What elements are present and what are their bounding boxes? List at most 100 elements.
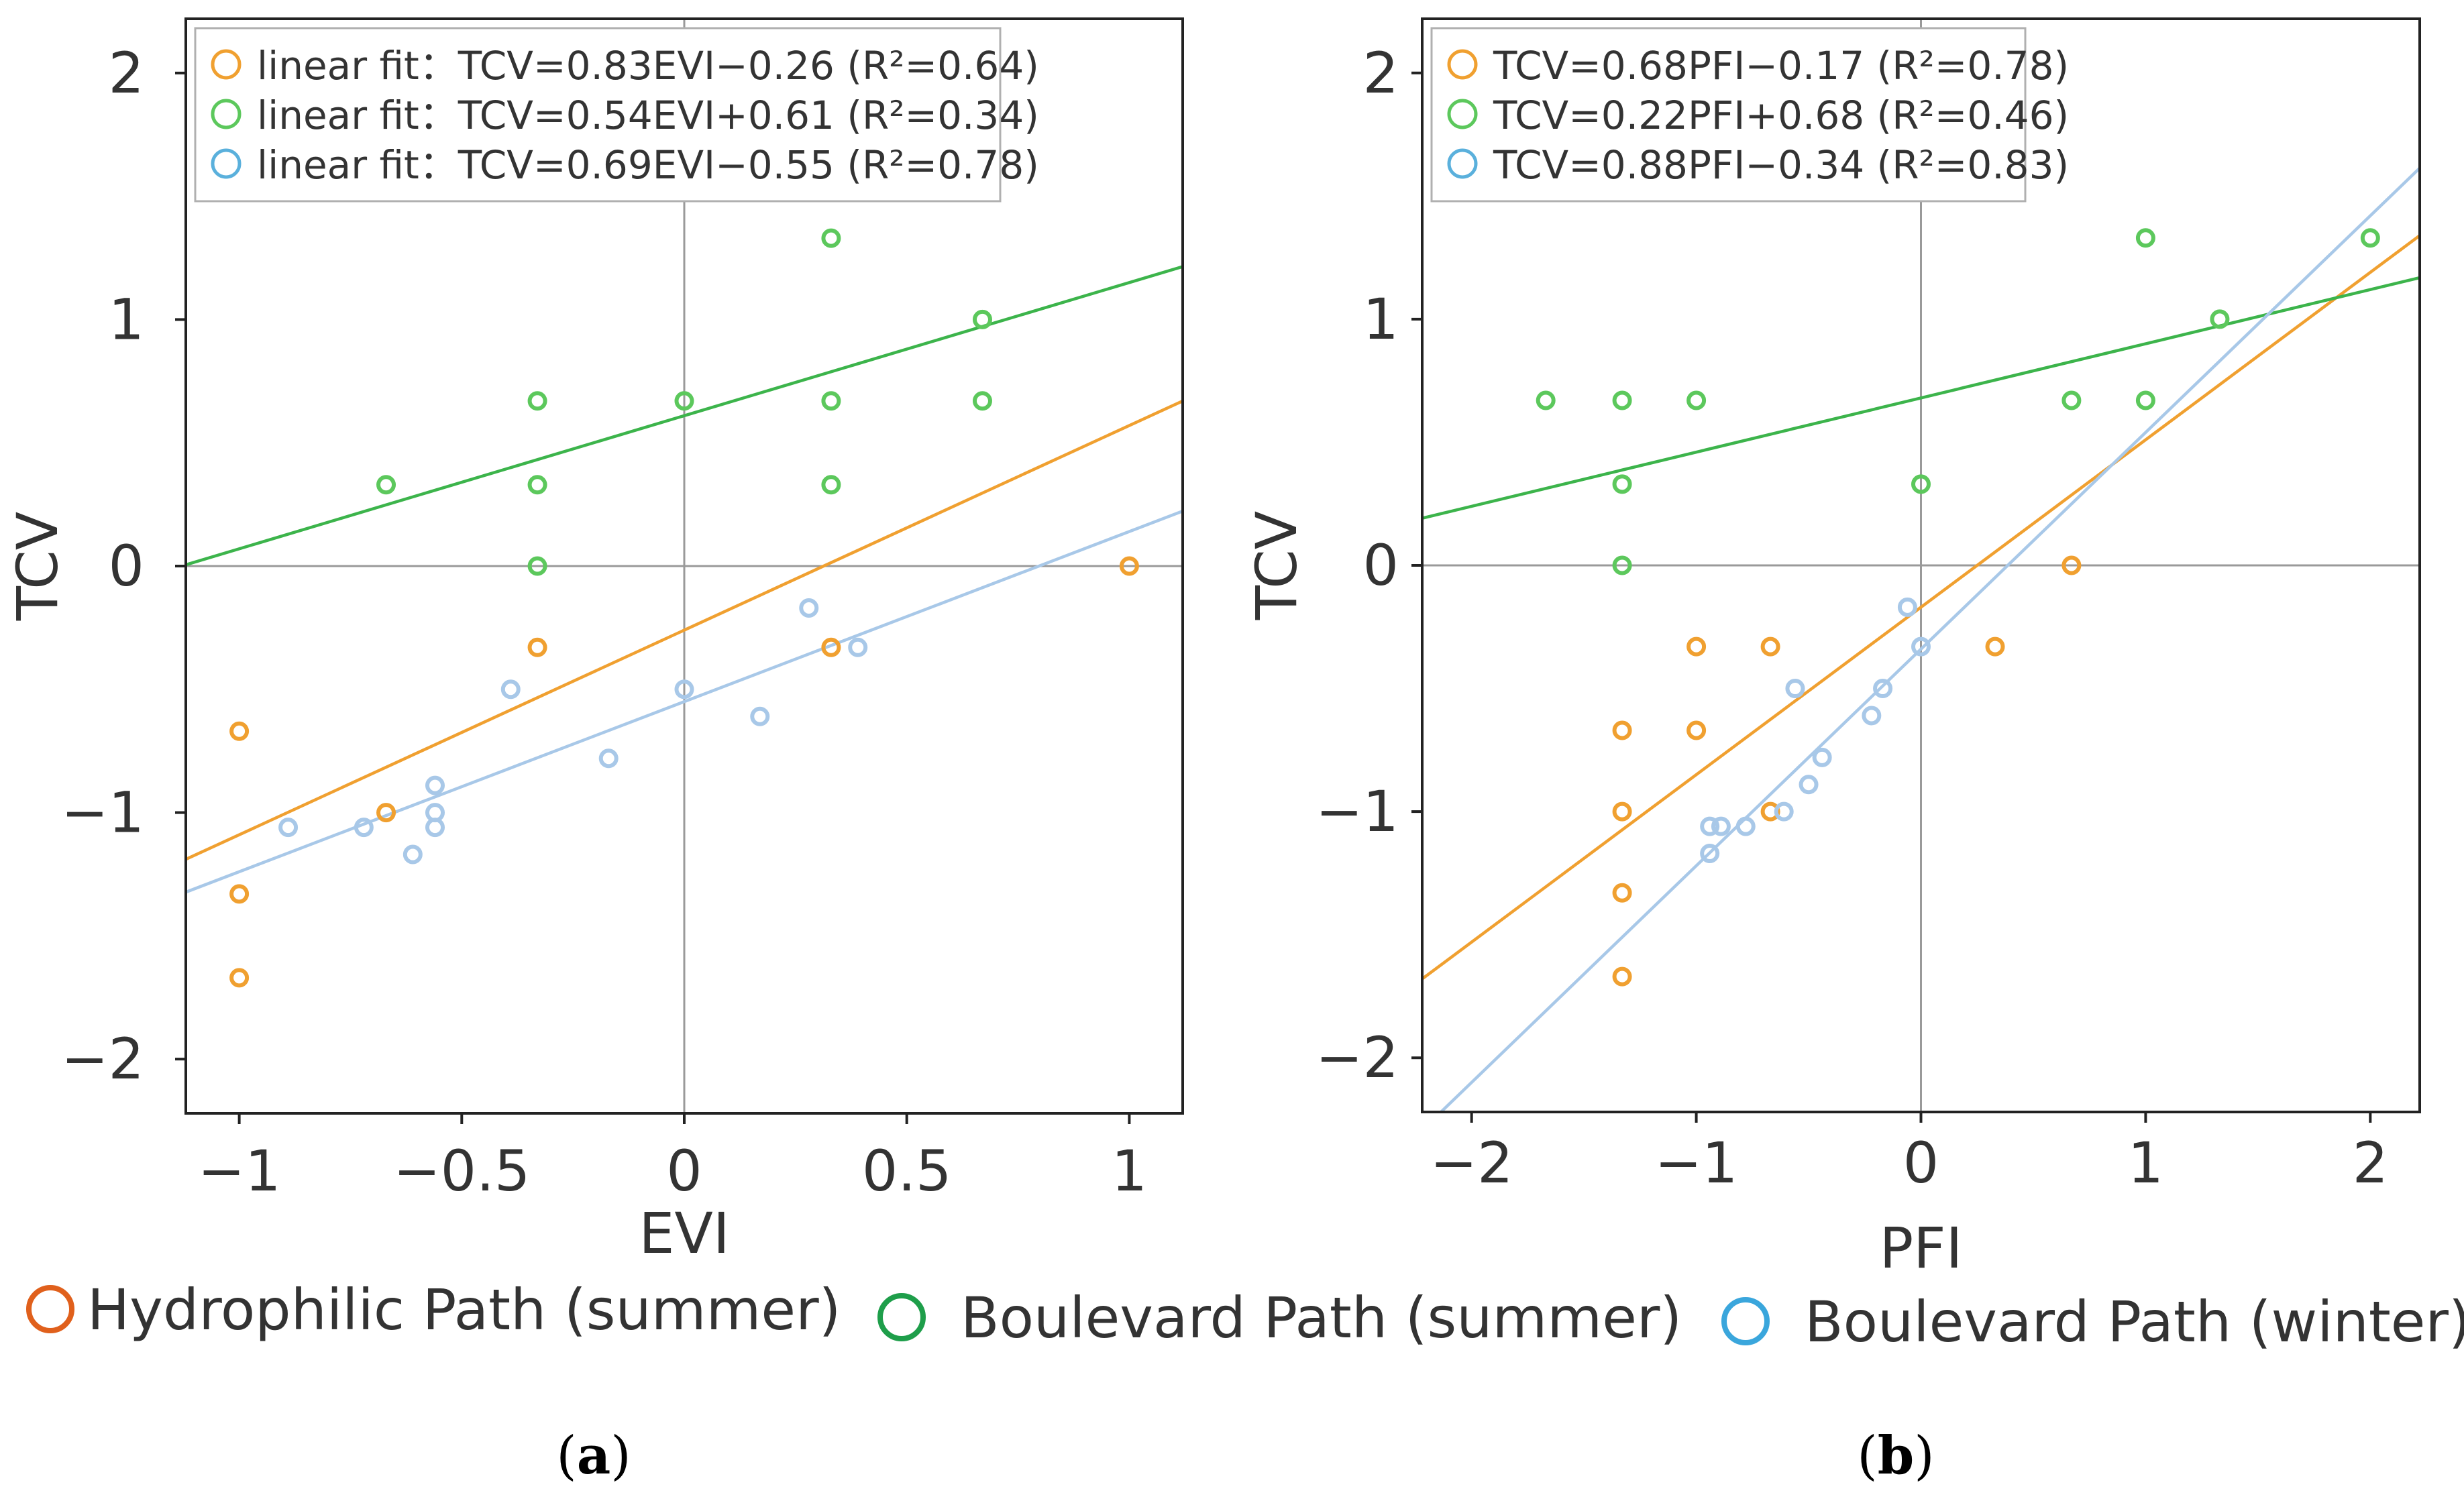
data-point-series-2 — [1735, 816, 1756, 836]
fit-line-series-1 — [186, 265, 1183, 567]
y-tick-label: −1 — [61, 780, 144, 846]
data-point-series-2 — [1873, 679, 1893, 699]
data-point-series-0 — [376, 803, 396, 823]
y-axis-title: TCV — [5, 512, 70, 622]
y-tick-label: −2 — [1316, 1025, 1399, 1091]
panel-label: (b) — [1857, 1425, 1934, 1486]
data-point-series-1 — [2360, 228, 2380, 248]
data-point-series-2 — [1711, 816, 1731, 836]
legend-label: TCV=0.68PFI−0.17 (R²=0.78) — [1493, 43, 2069, 89]
x-axis-title: PFI — [1880, 1215, 1963, 1281]
data-point-series-1 — [821, 475, 841, 495]
y-tick-label: 1 — [109, 286, 144, 352]
fit-lines — [186, 265, 1183, 894]
data-point-series-0 — [821, 637, 841, 657]
y-tick-label: −2 — [61, 1026, 144, 1092]
x-tick-label: 1 — [2128, 1130, 2163, 1196]
y-tick-label: 2 — [109, 40, 144, 106]
data-point-series-0 — [1985, 636, 2005, 657]
x-tick-label: −1 — [198, 1138, 281, 1204]
legend-marker-series-1 — [1447, 99, 1478, 129]
data-point-series-2 — [1897, 597, 1917, 617]
data-point-series-1 — [527, 391, 547, 411]
fit-lines — [1422, 167, 2420, 1112]
fit-line-series-0 — [1422, 234, 2420, 981]
data-point-series-2 — [500, 679, 521, 700]
panel-label-close: ) — [1914, 1426, 1934, 1486]
fit-line-series-0 — [186, 399, 1183, 861]
data-point-series-2 — [425, 775, 445, 795]
data-point-series-2 — [1812, 747, 1832, 767]
data-point-series-1 — [527, 556, 547, 576]
legend-marker-series-0 — [211, 49, 242, 80]
data-point-series-0 — [1612, 720, 1632, 740]
data-point-series-2 — [799, 598, 819, 618]
data-point-series-0 — [1686, 636, 1707, 657]
legend-marker-series-2 — [211, 148, 242, 179]
panel-label-close: ) — [610, 1426, 631, 1486]
y-tick-label: 2 — [1363, 40, 1399, 106]
data-point-series-0 — [229, 884, 250, 904]
data-point-series-2 — [278, 818, 299, 838]
panel-labels: (a) (b) — [556, 1425, 1934, 1486]
x-tick-label: 0 — [1903, 1130, 1939, 1196]
data-point-series-0 — [1612, 883, 1632, 903]
data-point-series-2 — [354, 818, 374, 838]
data-point-series-0 — [1612, 966, 1632, 987]
bottom-legend-marker — [1721, 1297, 1770, 1345]
fit-line-series-2 — [1438, 167, 2420, 1112]
x-tick-label: 0.5 — [862, 1138, 952, 1204]
y-axis-title: TCV — [1244, 511, 1309, 621]
panel-label-letter: a — [577, 1425, 611, 1486]
data-point-series-2 — [598, 748, 619, 769]
x-tick-label: 0 — [666, 1138, 702, 1204]
bottom-legend-label: Hydrophilic Path (summer) — [87, 1277, 841, 1343]
legend-label: linear fit：TCV=0.69EVI−0.55 (R²=0.78) — [257, 142, 1039, 188]
data-point-series-0 — [1686, 720, 1707, 740]
legend-label: TCV=0.22PFI+0.68 (R²=0.46) — [1493, 93, 2069, 138]
x-tick-label: −0.5 — [393, 1138, 530, 1204]
legend-box — [1430, 27, 2027, 203]
y-tick-label: 0 — [1363, 533, 1399, 598]
data-point-series-2 — [403, 844, 423, 865]
x-tick-label: 1 — [1112, 1138, 1147, 1204]
data-point-series-2 — [1774, 801, 1794, 822]
legend-label: TCV=0.88PFI−0.34 (R²=0.83) — [1493, 142, 2069, 188]
data-point-series-0 — [229, 721, 250, 741]
legend-marker-series-2 — [1447, 148, 1478, 179]
panel-label-open: ( — [1857, 1426, 1877, 1486]
x-tick-label: −1 — [1655, 1130, 1738, 1196]
data-point-series-2 — [1700, 816, 1720, 836]
data-point-series-0 — [527, 637, 547, 657]
data-point-series-0 — [1612, 801, 1632, 822]
data-point-series-1 — [821, 228, 841, 248]
data-point-series-1 — [527, 475, 547, 495]
data-point-series-2 — [1911, 636, 1931, 657]
x-tick-label: 2 — [2353, 1130, 2388, 1196]
data-point-series-2 — [1862, 706, 1882, 726]
panel-label-letter: b — [1878, 1425, 1915, 1486]
data-point-series-1 — [972, 309, 992, 329]
data-point-series-2 — [1785, 679, 1805, 699]
y-tick-label: 0 — [109, 533, 144, 599]
data-point-series-2 — [848, 637, 868, 657]
bottom-legend-marker — [877, 1293, 926, 1341]
data-point-series-1 — [1686, 390, 1707, 410]
data-point-series-1 — [1612, 390, 1632, 410]
data-point-series-1 — [1612, 555, 1632, 575]
data-point-series-1 — [2061, 390, 2082, 410]
fit-line-series-2 — [186, 510, 1183, 894]
data-point-series-1 — [1612, 474, 1632, 494]
data-point-series-1 — [376, 475, 396, 495]
data-point-series-2 — [674, 679, 694, 700]
data-point-series-2 — [1799, 775, 1819, 795]
data-point-series-0 — [1760, 636, 1780, 657]
x-axis-title: EVI — [639, 1201, 729, 1266]
data-point-series-2 — [750, 706, 770, 726]
data-point-series-0 — [229, 968, 250, 988]
data-point-series-2 — [425, 818, 445, 838]
legend-label: linear fit：TCV=0.54EVI+0.61 (R²=0.34) — [257, 93, 1039, 138]
x-tick-label: −2 — [1430, 1130, 1513, 1196]
bottom-legend-marker — [26, 1285, 74, 1333]
